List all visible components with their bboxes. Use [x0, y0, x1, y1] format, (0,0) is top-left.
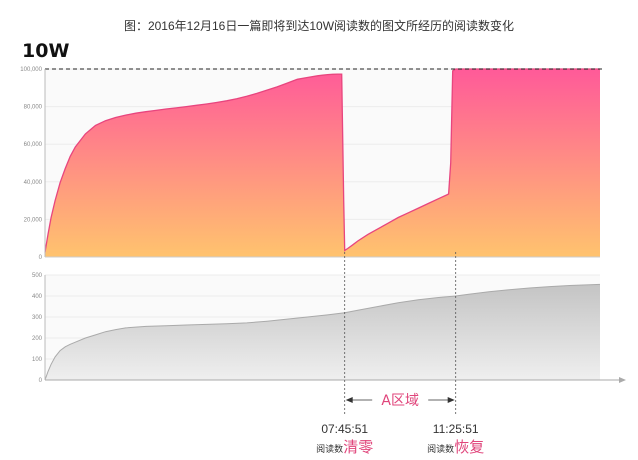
bottom-y-tick-label: 200: [32, 336, 43, 342]
start-time-label: 07:45:51: [321, 422, 368, 436]
start-caption-big: 清零: [343, 438, 373, 456]
bottom-y-tick-label: 500: [32, 273, 43, 279]
end-time-label: 11:25:51: [433, 422, 479, 436]
bottom-area-series: [45, 284, 600, 380]
bottom-y-tick-label: 0: [39, 378, 43, 384]
top-y-tick-label: 40,000: [24, 180, 43, 186]
bottom-y-tick-label: 100: [32, 357, 43, 363]
zone-arrow-left-head-icon: [345, 397, 353, 403]
chart-title: 图：2016年12月16日一篇即将到达10W阅读数的图文所经历的阅读数变化: [123, 19, 515, 33]
top-y-tick-label: 80,000: [24, 105, 43, 111]
bottom-y-tick-label: 300: [32, 315, 43, 321]
top-y-tick-label: 0: [39, 255, 43, 261]
start-caption-small: 阅读数: [316, 443, 343, 455]
corner-label-10w: 10W: [22, 40, 70, 62]
end-caption: 阅读数恢复: [427, 438, 484, 456]
top-y-tick-label: 100,000: [20, 67, 42, 73]
x-axis-arrow-icon: [619, 377, 626, 383]
top-y-tick-label: 20,000: [24, 217, 43, 223]
top-area-series: [45, 69, 600, 257]
bottom-line-series: [44, 283, 601, 381]
zone-arrow-right-head-icon: [447, 397, 455, 403]
zone-label: A区域: [381, 393, 419, 409]
top-line-series: [44, 68, 600, 253]
start-caption: 阅读数清零: [316, 438, 373, 456]
bottom-y-tick-label: 400: [32, 294, 43, 300]
top-y-ticks: 0 20,000 40,000 60,000 80,000 100,000: [20, 67, 42, 261]
bottom-y-ticks: 0 100 200 300 400 500: [32, 273, 43, 384]
end-caption-small: 阅读数: [427, 443, 454, 455]
end-caption-big: 恢复: [454, 438, 484, 456]
top-y-tick-label: 60,000: [24, 142, 43, 148]
